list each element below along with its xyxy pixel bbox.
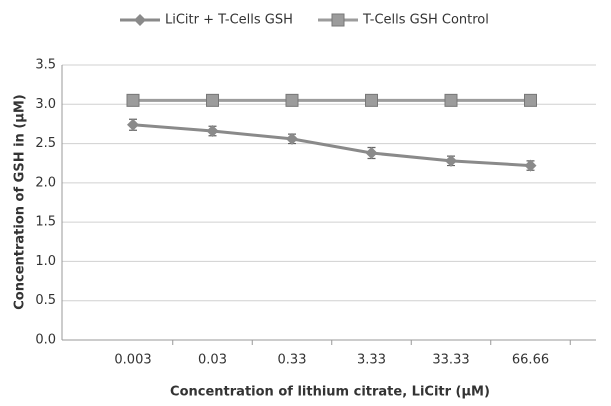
marker [445, 154, 457, 167]
y-tick-label: 2.0 [35, 175, 56, 190]
y-tick-label: 0.5 [35, 293, 56, 308]
marker [206, 93, 219, 107]
y-tick-label: 3.0 [35, 97, 56, 112]
series-line [132, 123, 531, 168]
y-tick-label: 0.0 [35, 333, 56, 348]
y-axis-title: Concentration of GSH in (μM) [13, 94, 28, 309]
x-tick-label: 66.66 [512, 353, 549, 368]
marker [127, 118, 139, 131]
x-tick-label: 3.33 [357, 353, 386, 368]
marker [524, 159, 537, 172]
legend-marker [331, 13, 345, 27]
marker [285, 93, 299, 107]
marker [444, 93, 458, 107]
marker [365, 147, 378, 159]
marker [524, 93, 537, 107]
x-tick-label: 0.33 [278, 353, 307, 368]
legend-label: LiCitr + T-Cells GSH [165, 13, 293, 28]
marker [126, 93, 140, 107]
y-tick-label: 2.5 [35, 136, 56, 151]
x-tick-label: 0.03 [198, 353, 227, 368]
x-tick-label: 0.003 [114, 353, 151, 368]
legend-label: T-Cells GSH Control [362, 13, 489, 28]
marker [206, 125, 219, 137]
x-tick-label: 33.33 [432, 353, 469, 368]
y-tick-label: 3.5 [35, 58, 56, 73]
legend-marker [134, 14, 146, 26]
y-tick-label: 1.5 [35, 215, 56, 230]
marker [286, 132, 298, 145]
y-tick-label: 1.0 [35, 254, 56, 269]
x-axis-title: Concentration of lithium citrate, LiCitr… [170, 385, 490, 400]
marker [365, 93, 378, 107]
